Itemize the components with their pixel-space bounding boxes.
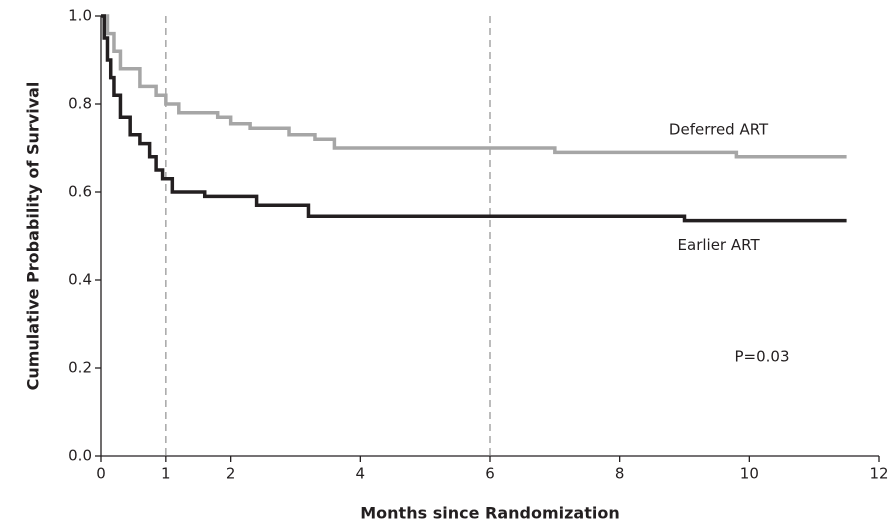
series-label: Deferred ART (669, 120, 769, 138)
x-tick-label: 6 (485, 465, 495, 483)
x-axis-title: Months since Randomization (360, 504, 619, 523)
y-tick-label: 0.8 (68, 95, 92, 113)
survival-curve (101, 14, 847, 159)
y-tick-label: 0.6 (68, 183, 92, 201)
x-tick-label: 8 (615, 465, 625, 483)
y-tick-label: 0.2 (68, 359, 92, 377)
y-tick-label: 1.0 (68, 7, 92, 25)
x-tick-label: 10 (740, 465, 759, 483)
series-label: Earlier ART (678, 236, 761, 254)
x-tick-label: 1 (161, 465, 171, 483)
survival-curve (101, 14, 847, 223)
x-tick-label: 12 (869, 465, 888, 483)
x-tick-label: 2 (226, 465, 236, 483)
y-axis-title: Cumulative Probability of Survival (24, 82, 43, 391)
x-tick-label: 0 (96, 465, 106, 483)
y-tick-label: 0.4 (68, 271, 92, 289)
p-value: P=0.03 (734, 348, 789, 366)
x-tick-label: 4 (356, 465, 366, 483)
y-tick-label: 0.0 (68, 447, 92, 465)
